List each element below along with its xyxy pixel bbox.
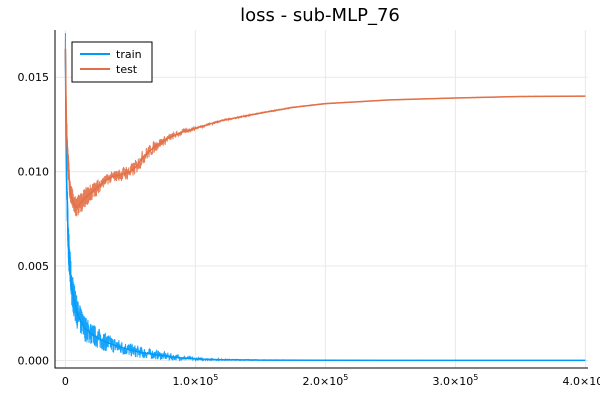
legend: train test <box>71 41 153 83</box>
y-tick-label: 0.000 <box>18 354 50 367</box>
x-tick-label: 0 <box>62 375 69 388</box>
series-layer <box>64 33 586 363</box>
series-test <box>64 39 586 217</box>
y-tick-label: 0.005 <box>18 260 50 273</box>
x-tick-label: 4.0×105 <box>562 373 600 388</box>
x-tick-label: 1.0×105 <box>172 373 218 388</box>
chart-title: loss - sub-MLP_76 <box>240 5 400 26</box>
legend-box <box>71 41 153 83</box>
y-tick-label: 0.010 <box>18 166 50 179</box>
x-tick-label: 3.0×105 <box>432 373 478 388</box>
test-line <box>64 48 586 209</box>
x-tick-label: 2.0×105 <box>302 373 348 388</box>
y-tick-label: 0.015 <box>18 71 50 84</box>
legend-label-train: train <box>116 48 142 61</box>
legend-label-test: test <box>116 63 138 76</box>
series-train <box>64 33 586 363</box>
tick-labels: 0 1.0×105 2.0×105 3.0×105 4.0×105 0.000 0.005 0… <box>18 71 600 388</box>
train-line <box>64 48 586 362</box>
axes-frame <box>54 30 588 369</box>
